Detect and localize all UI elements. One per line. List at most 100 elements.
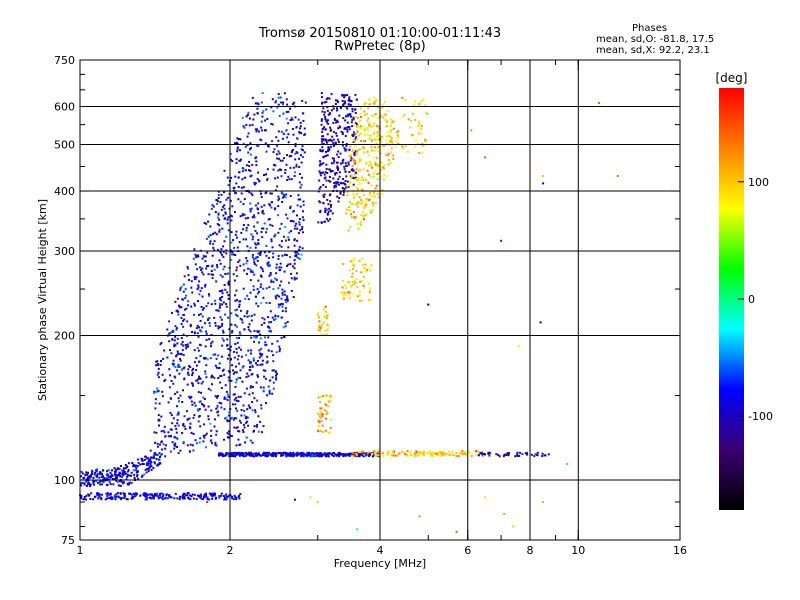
data-point bbox=[318, 179, 321, 182]
data-point bbox=[369, 175, 372, 178]
data-point bbox=[187, 496, 190, 499]
data-point bbox=[384, 100, 386, 103]
data-point bbox=[363, 130, 366, 133]
data-point bbox=[205, 446, 207, 449]
data-point bbox=[247, 404, 250, 407]
data-point bbox=[342, 455, 345, 458]
data-point bbox=[237, 395, 240, 398]
data-point bbox=[239, 149, 241, 152]
data-point bbox=[396, 136, 399, 139]
data-point bbox=[320, 92, 323, 95]
data-point bbox=[243, 328, 246, 331]
data-point bbox=[168, 368, 171, 371]
data-point bbox=[222, 245, 225, 248]
data-point bbox=[174, 492, 177, 495]
data-point bbox=[249, 454, 252, 457]
data-point bbox=[352, 140, 355, 143]
data-point bbox=[245, 262, 248, 265]
data-point bbox=[211, 254, 214, 257]
data-point bbox=[200, 382, 203, 385]
data-point bbox=[238, 300, 241, 303]
data-point bbox=[185, 410, 188, 413]
data-point bbox=[210, 273, 213, 276]
data-point bbox=[249, 362, 251, 365]
data-point bbox=[201, 271, 204, 274]
data-point bbox=[353, 257, 356, 260]
data-point bbox=[272, 151, 275, 154]
data-point bbox=[199, 289, 202, 292]
data-point bbox=[162, 493, 165, 496]
data-point bbox=[119, 475, 122, 478]
data-point bbox=[414, 118, 417, 121]
data-point bbox=[246, 310, 249, 313]
data-point bbox=[112, 483, 115, 486]
data-point bbox=[81, 472, 84, 475]
data-point bbox=[411, 112, 414, 115]
data-point bbox=[154, 453, 157, 456]
data-point bbox=[158, 458, 161, 461]
data-point bbox=[293, 278, 296, 281]
data-point bbox=[409, 451, 412, 454]
data-point bbox=[219, 454, 222, 457]
data-point bbox=[319, 162, 322, 165]
data-point bbox=[217, 327, 220, 330]
data-point bbox=[277, 150, 280, 153]
data-point bbox=[279, 454, 282, 457]
data-point bbox=[349, 145, 352, 148]
data-point bbox=[98, 476, 101, 479]
data-point bbox=[275, 263, 278, 266]
data-point bbox=[115, 479, 118, 482]
data-point bbox=[356, 294, 359, 297]
data-point bbox=[223, 207, 226, 210]
data-point bbox=[173, 447, 176, 450]
data-point bbox=[484, 496, 487, 499]
data-point bbox=[195, 364, 198, 367]
data-point bbox=[239, 317, 242, 320]
data-point bbox=[320, 221, 323, 224]
data-point bbox=[353, 154, 356, 157]
data-point bbox=[255, 204, 257, 207]
data-point bbox=[357, 134, 360, 137]
data-point bbox=[272, 452, 275, 454]
data-point bbox=[394, 145, 397, 148]
data-point bbox=[260, 126, 263, 129]
data-point bbox=[327, 324, 329, 327]
data-point bbox=[191, 372, 194, 374]
data-point bbox=[250, 336, 253, 339]
data-point bbox=[165, 493, 168, 496]
data-point bbox=[270, 329, 273, 332]
data-point bbox=[351, 165, 354, 168]
data-point bbox=[175, 310, 178, 313]
data-point bbox=[199, 425, 202, 428]
data-point bbox=[245, 164, 248, 167]
data-point bbox=[364, 263, 367, 266]
data-point bbox=[157, 363, 159, 366]
data-point bbox=[199, 319, 202, 322]
data-point bbox=[197, 284, 200, 287]
data-point bbox=[283, 270, 286, 273]
data-point bbox=[395, 131, 398, 134]
data-point bbox=[143, 494, 146, 497]
data-point bbox=[369, 452, 372, 455]
data-point bbox=[193, 349, 196, 352]
data-point bbox=[284, 307, 287, 310]
data-point bbox=[318, 200, 321, 203]
data-point bbox=[317, 424, 320, 427]
data-point bbox=[278, 197, 281, 200]
data-point bbox=[198, 400, 201, 403]
data-point bbox=[272, 280, 275, 283]
data-point bbox=[245, 421, 247, 424]
data-point bbox=[350, 175, 353, 178]
data-point bbox=[199, 493, 202, 496]
data-point bbox=[253, 397, 256, 400]
data-point bbox=[288, 454, 291, 457]
data-point bbox=[232, 454, 235, 457]
data-point bbox=[204, 493, 207, 496]
data-point bbox=[271, 342, 274, 345]
data-point bbox=[346, 115, 349, 117]
scatter-points bbox=[79, 92, 619, 533]
data-point bbox=[342, 296, 345, 299]
data-point bbox=[359, 198, 362, 201]
data-point bbox=[346, 113, 349, 116]
data-point bbox=[253, 335, 256, 338]
